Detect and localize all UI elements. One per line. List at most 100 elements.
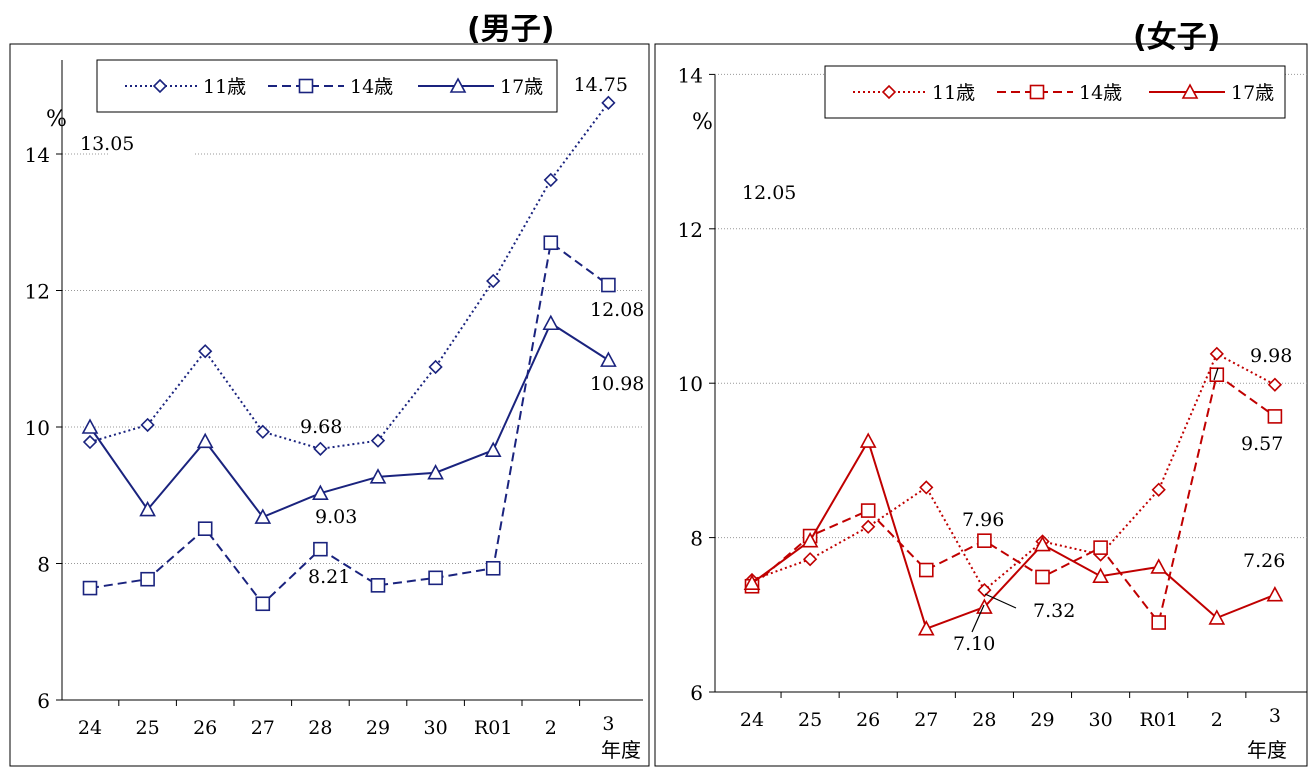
data-point [485,560,501,576]
data-label: 9.68 [300,416,342,438]
data-point [1208,609,1226,625]
y-tick-label: 6 [690,681,703,705]
data-point [255,424,270,439]
legend-label: 11歳 [932,82,975,104]
x-tick-label: 24 [78,717,102,739]
data-point [1267,409,1283,424]
legend [96,59,558,113]
data-label: 7.26 [1243,550,1285,572]
series-17歳 [743,432,1284,636]
data-label: 7.96 [962,509,1004,531]
data-point [917,620,935,636]
data-point [860,503,876,518]
x-tick-label: 3 [1269,705,1281,727]
data-point [427,464,444,480]
y-tick-label: 14 [25,143,50,167]
data-point [861,519,876,534]
data-point [82,580,98,596]
x-tick-label: 30 [424,717,448,739]
legend-label: 14歳 [350,76,393,98]
data-point [198,344,213,359]
series-11歳 [82,95,616,456]
data-point [542,314,560,331]
x-tick-label: 30 [1089,709,1113,731]
data-point [1093,540,1108,555]
legend-label: 11歳 [203,76,246,98]
data-point [977,582,992,598]
data-point [977,533,992,548]
legend-marker [152,78,168,94]
x-tick-label: 28 [972,709,996,731]
data-label: 7.32 [1033,600,1075,622]
y-tick-label: 12 [25,280,50,304]
y-tick-label: 6 [37,689,50,713]
series-14歳 [82,235,616,612]
label-leader [971,604,985,633]
y-tick-label: 14 [678,63,703,87]
data-point [139,500,156,517]
legend [824,65,1286,119]
legend-marker [449,77,467,93]
label-leader [984,593,1017,609]
label-leader [1213,367,1219,381]
data-point [255,596,271,612]
legend-marker [1029,84,1045,100]
data-label: 13.05 [80,133,134,155]
data-point [1150,558,1168,574]
data-point [976,598,993,614]
series-17歳 [81,314,617,524]
data-point [859,432,877,448]
chart-panel-boys [9,43,650,767]
y-axis-unit-label: % [46,107,67,132]
x-tick-label: 3 [602,713,614,735]
x-tick-label: 26 [856,709,880,731]
legend-label: 17歳 [500,76,543,98]
data-point [801,532,819,548]
legend-marker [298,78,314,94]
x-axis-label: 年度 [601,738,641,762]
data-point [140,417,155,433]
legend-label: 17歳 [1231,82,1274,104]
data-point [313,541,328,557]
x-tick-label: 2 [1211,709,1223,731]
y-tick-label: 10 [25,416,50,440]
data-point [81,418,99,434]
y-tick-label: 12 [678,218,703,242]
data-point [1035,569,1050,585]
data-label: 12.08 [590,299,644,321]
data-point [196,432,214,449]
y-axis-unit-label: % [692,110,713,135]
data-point [1151,615,1166,630]
data-point [1092,567,1109,584]
data-point [543,172,558,188]
data-label: 9.98 [1250,345,1292,367]
x-tick-label: 27 [251,717,275,739]
series-line [89,240,609,606]
data-point [802,552,818,567]
data-point [1209,346,1224,361]
data-point [82,434,98,450]
series-line [751,373,1276,625]
chart-panel-girls [654,43,1308,767]
chart-title-girls: (女子) [1133,20,1221,55]
x-tick-label: 26 [193,717,217,739]
data-point [919,480,934,495]
y-tick-label: 8 [690,527,703,551]
data-point [254,508,272,524]
data-label: 14.75 [574,74,628,96]
legend-label: 14歳 [1079,82,1122,104]
data-point [1209,367,1225,383]
data-point [428,570,443,586]
data-label: 10.98 [590,373,644,395]
x-tick-label: 29 [366,717,390,739]
data-point [543,235,559,251]
data-label: 8.21 [308,566,350,588]
data-label: 9.57 [1241,433,1283,455]
x-tick-label: 27 [914,709,938,731]
series-line [89,321,609,519]
data-point [601,277,616,293]
panel-border [9,43,650,767]
y-tick-label: 8 [37,553,50,577]
x-tick-label: 2 [545,717,557,739]
